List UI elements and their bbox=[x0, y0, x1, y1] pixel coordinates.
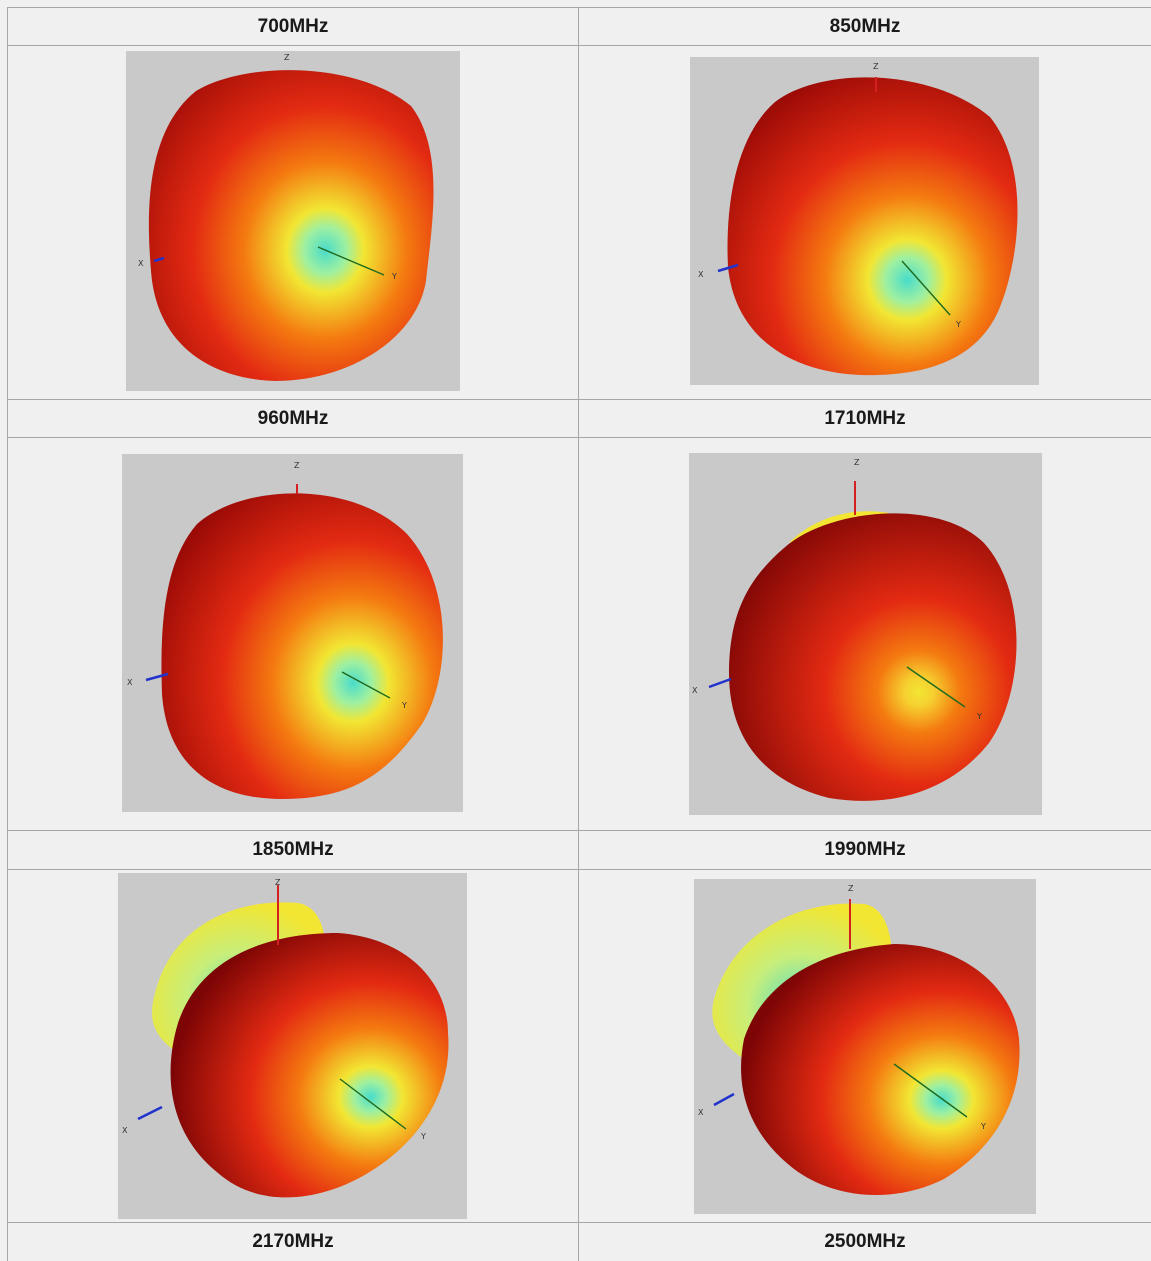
pattern-lobe bbox=[729, 513, 1017, 801]
axis-z-label: Z bbox=[284, 53, 290, 62]
axis-z-label: Z bbox=[275, 878, 281, 887]
grid-line bbox=[7, 7, 1151, 8]
radiation-pattern-3d: X Y Z bbox=[698, 62, 1018, 376]
grid-line bbox=[578, 7, 579, 1261]
pattern-lobe bbox=[148, 70, 434, 381]
grid-line bbox=[7, 437, 1151, 438]
pattern-lobe bbox=[170, 933, 449, 1198]
pattern-plot-960mhz: X Y Z bbox=[122, 454, 463, 812]
axis-y-label: Y bbox=[401, 701, 407, 710]
frequency-label: 700MHz bbox=[257, 16, 329, 37]
axis-y-label: Y bbox=[420, 1132, 426, 1141]
grid-line bbox=[7, 399, 1151, 400]
axis-z-label: Z bbox=[873, 62, 879, 71]
axis-y-label: Y bbox=[976, 712, 982, 721]
grid-line bbox=[7, 1222, 1151, 1223]
pattern-plot-1710mhz: X Y Z bbox=[689, 453, 1042, 815]
pattern-plot-700mhz: X Y Z bbox=[126, 51, 460, 391]
axis-x-label: X bbox=[698, 1108, 704, 1117]
frequency-label: 960MHz bbox=[257, 408, 329, 429]
radiation-pattern-3d: X Y Z bbox=[127, 461, 443, 799]
radiation-pattern-3d: X Y Z bbox=[698, 884, 1020, 1196]
pattern-plot-1990mhz: X Y Z bbox=[694, 879, 1036, 1214]
radiation-pattern-3d: X Y Z bbox=[122, 878, 449, 1198]
pattern-plot-1850mhz: X Y Z bbox=[118, 873, 467, 1219]
pattern-plot-850mhz: X Y Z bbox=[690, 57, 1039, 385]
grid-line bbox=[7, 869, 1151, 870]
axis-z-label: Z bbox=[854, 458, 860, 467]
axis-x-label: X bbox=[122, 1126, 128, 1135]
frequency-label: 2500MHz bbox=[824, 1231, 906, 1252]
axis-y-label: Y bbox=[955, 320, 961, 329]
grid-line bbox=[7, 45, 1151, 46]
axis-z-label: Z bbox=[294, 461, 300, 470]
pattern-lobe bbox=[727, 77, 1018, 376]
grid-line bbox=[7, 830, 1151, 831]
axis-y-label: Y bbox=[980, 1122, 986, 1131]
radiation-pattern-3d: X Y Z bbox=[138, 53, 434, 381]
grid-line bbox=[7, 7, 8, 1261]
axis-x-label: X bbox=[692, 686, 698, 695]
frequency-label: 1990MHz bbox=[824, 839, 906, 860]
frequency-label: 1710MHz bbox=[824, 408, 906, 429]
axis-x-label: X bbox=[138, 259, 144, 268]
axis-z-label: Z bbox=[848, 884, 854, 893]
frequency-label: 2170MHz bbox=[252, 1231, 334, 1252]
frequency-label: 850MHz bbox=[829, 16, 901, 37]
axis-x-label: X bbox=[127, 678, 133, 687]
pattern-lobe bbox=[161, 493, 443, 799]
pattern-lobe bbox=[741, 944, 1020, 1196]
frequency-label: 1850MHz bbox=[252, 839, 334, 860]
axis-x-label: X bbox=[698, 270, 704, 279]
radiation-pattern-3d: X Y Z bbox=[692, 458, 1017, 801]
axis-y-label: Y bbox=[391, 272, 397, 281]
